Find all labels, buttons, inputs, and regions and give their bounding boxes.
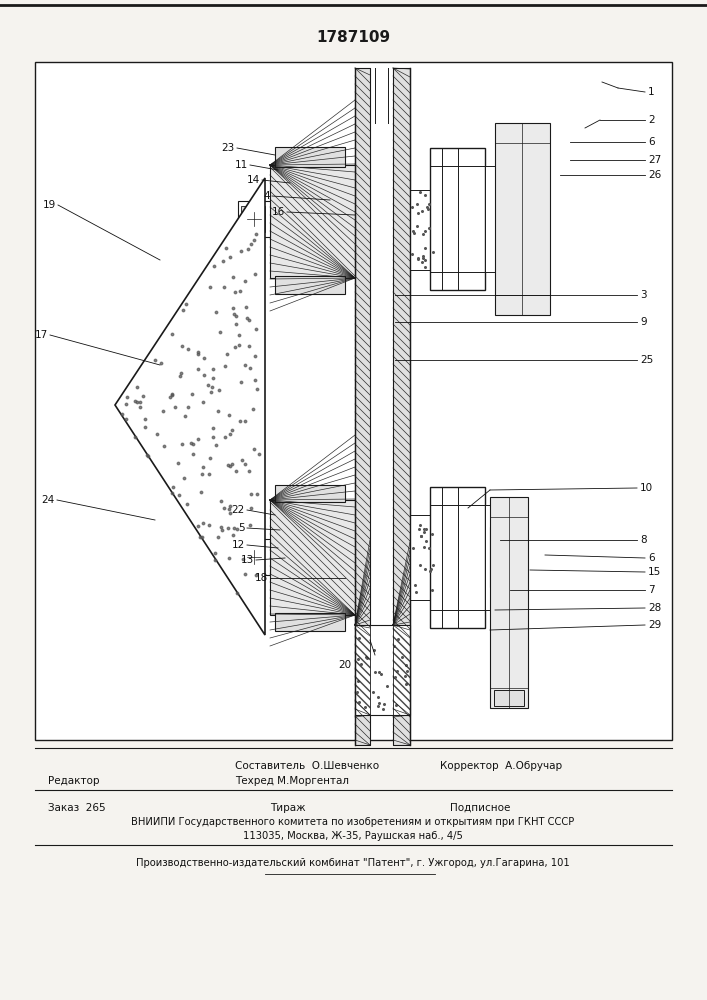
- Text: 18: 18: [255, 573, 268, 583]
- Bar: [241, 544, 264, 570]
- Text: 19: 19: [42, 200, 56, 210]
- Text: Заказ  265: Заказ 265: [48, 803, 105, 813]
- Text: 11: 11: [235, 160, 248, 170]
- Text: 29: 29: [648, 620, 661, 630]
- Text: 6: 6: [648, 137, 655, 147]
- Text: 20: 20: [339, 660, 351, 670]
- Text: 13: 13: [241, 555, 254, 565]
- Text: 27: 27: [648, 155, 661, 165]
- Text: 1: 1: [648, 87, 655, 97]
- Bar: [35, 62, 672, 740]
- Bar: [275, 613, 345, 631]
- Text: 1787109: 1787109: [316, 30, 390, 45]
- Text: 24: 24: [42, 495, 55, 505]
- Text: 8: 8: [640, 535, 647, 545]
- Text: 5: 5: [238, 523, 245, 533]
- Text: 9: 9: [640, 317, 647, 327]
- Polygon shape: [115, 178, 265, 635]
- Bar: [270, 165, 355, 278]
- Bar: [393, 68, 410, 745]
- Bar: [355, 68, 370, 745]
- Text: 7: 7: [648, 585, 655, 595]
- Bar: [275, 147, 345, 167]
- Bar: [485, 505, 500, 610]
- Text: Тираж: Тираж: [270, 803, 305, 813]
- Text: 15: 15: [648, 567, 661, 577]
- Bar: [238, 201, 270, 237]
- Bar: [270, 500, 355, 615]
- Text: 12: 12: [232, 540, 245, 550]
- Bar: [485, 166, 500, 272]
- Text: Производственно-издательский комбинат "Патент", г. Ужгород, ул.Гагарина, 101: Производственно-издательский комбинат "П…: [136, 858, 570, 868]
- Bar: [430, 487, 485, 628]
- Text: Подписное: Подписное: [450, 803, 510, 813]
- Bar: [495, 123, 550, 315]
- Bar: [490, 497, 528, 708]
- Circle shape: [247, 212, 261, 226]
- Bar: [355, 625, 410, 715]
- Text: 2: 2: [648, 115, 655, 125]
- Bar: [275, 485, 345, 502]
- Text: 113035, Москва, Ж-35, Раушская наб., 4/5: 113035, Москва, Ж-35, Раушская наб., 4/5: [243, 831, 463, 841]
- Text: 23: 23: [222, 143, 235, 153]
- Text: 17: 17: [35, 330, 48, 340]
- Bar: [494, 690, 524, 706]
- Text: 25: 25: [640, 355, 653, 365]
- Circle shape: [491, 530, 509, 548]
- Text: Техред М.Моргентал: Техред М.Моргентал: [235, 776, 349, 786]
- Text: 3: 3: [640, 290, 647, 300]
- Bar: [241, 206, 265, 232]
- Text: 26: 26: [648, 170, 661, 180]
- Text: 6: 6: [648, 553, 655, 563]
- Text: 4: 4: [264, 191, 270, 201]
- Bar: [238, 539, 270, 575]
- Text: 28: 28: [648, 603, 661, 613]
- Text: Составитель  О.Шевченко: Составитель О.Шевченко: [235, 761, 379, 771]
- Text: Редактор: Редактор: [48, 776, 100, 786]
- Bar: [430, 148, 485, 290]
- Bar: [490, 527, 510, 587]
- Text: ВНИИПИ Государственного комитета по изобретениям и открытиям при ГКНТ СССР: ВНИИПИ Государственного комитета по изоб…: [132, 817, 575, 827]
- Text: 10: 10: [640, 483, 653, 493]
- Text: 16: 16: [271, 207, 285, 217]
- Bar: [410, 190, 435, 270]
- Bar: [275, 276, 345, 294]
- Text: Корректор  А.Обручар: Корректор А.Обручар: [440, 761, 562, 771]
- Bar: [410, 515, 435, 600]
- Text: 14: 14: [247, 175, 260, 185]
- Text: 22: 22: [232, 505, 245, 515]
- Circle shape: [247, 550, 261, 564]
